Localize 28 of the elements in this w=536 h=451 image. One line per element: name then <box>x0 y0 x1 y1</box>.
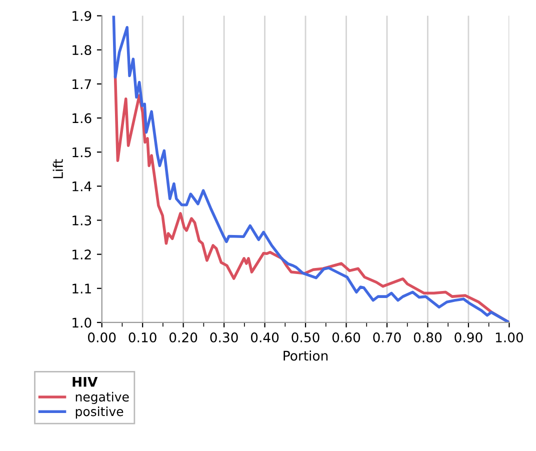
legend-label: negative <box>76 392 129 404</box>
x-tick-label: 0.10 <box>128 332 156 342</box>
y-tick-label: 1.3 <box>72 215 92 226</box>
y-axis-title: Lift <box>52 159 63 178</box>
line-series <box>112 16 510 322</box>
y-tick-label: 1.0 <box>72 318 92 328</box>
y-tick-label: 1.4 <box>72 182 92 192</box>
legend-title: HIV <box>72 377 98 387</box>
line-series <box>114 76 510 322</box>
x-axis-title: Portion <box>284 350 328 361</box>
y-tick-label: 1.9 <box>72 11 92 21</box>
x-tick-label: 1.00 <box>496 332 524 342</box>
x-tick-label: 0.50 <box>292 332 320 342</box>
y-tick-label: 1.1 <box>72 284 91 294</box>
y-tick-label: 1.6 <box>72 113 92 124</box>
y-tick-label: 1.2 <box>72 250 91 260</box>
y-tick-label: 1.5 <box>72 147 91 158</box>
y-tick-label: 1.7 <box>72 79 91 89</box>
x-tick-label: 0.20 <box>169 332 198 342</box>
x-tick-label: 0.70 <box>373 332 401 342</box>
x-tick-label: 0.30 <box>210 332 238 342</box>
y-tick-label: 1.8 <box>72 45 92 56</box>
x-tick-label: 0.80 <box>414 332 442 342</box>
x-tick-label: 0.60 <box>332 332 360 342</box>
x-tick-label: 0.40 <box>250 332 279 342</box>
x-tick-label: 0.90 <box>454 332 482 342</box>
x-tick-label: 0.00 <box>88 332 116 342</box>
legend-label: positive <box>76 406 124 419</box>
